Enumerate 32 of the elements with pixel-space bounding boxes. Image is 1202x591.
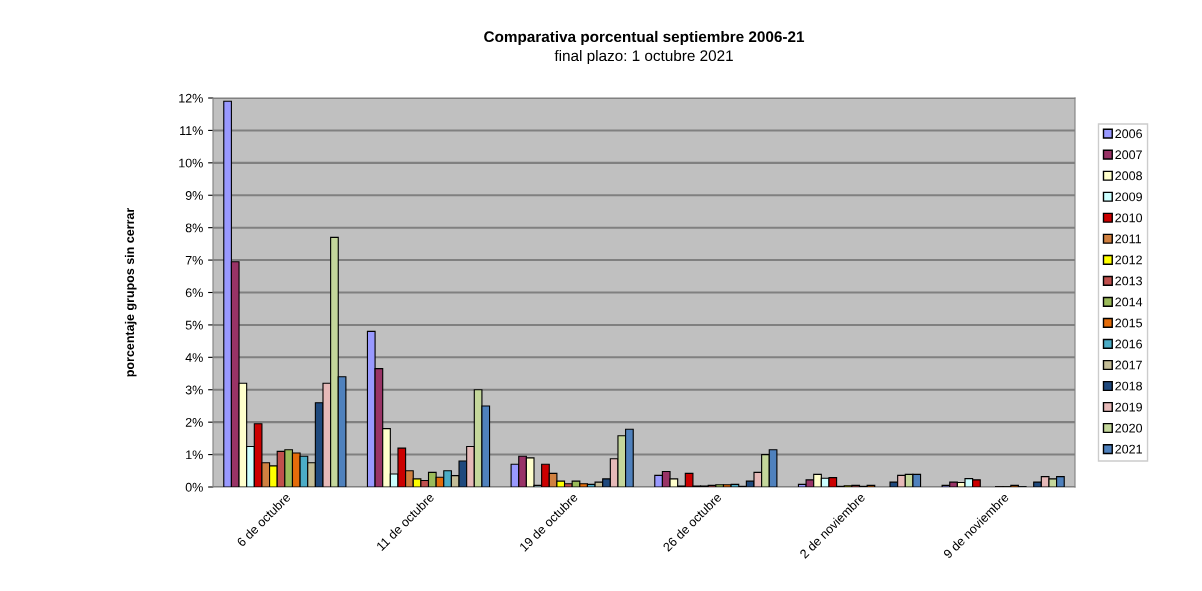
legend-label: 2009 (1115, 192, 1142, 202)
legend-label: 2018 (1115, 381, 1142, 391)
legend-label: 2021 (1115, 444, 1142, 454)
legend-label: 2017 (1115, 360, 1142, 370)
y-tick-label: 10% (179, 158, 203, 168)
legend-label: 2014 (1115, 297, 1143, 307)
y-tick-label: 6% (185, 288, 203, 298)
chart-title: Comparativa porcentual septiembre 2006-21 (484, 30, 805, 46)
legend-label: 2020 (1115, 423, 1143, 433)
y-tick-label: 5% (185, 320, 203, 330)
y-tick-label: 7% (185, 255, 203, 265)
legend-label: 2007 (1115, 150, 1142, 160)
legend-label: 2008 (1115, 171, 1142, 181)
legend-label: 2019 (1115, 402, 1142, 412)
y-tick-label: 2% (185, 417, 203, 427)
legend-label: 2010 (1115, 213, 1143, 223)
legend-label: 2012 (1115, 255, 1142, 265)
y-tick-label: 11% (180, 126, 203, 136)
legend-label: 2011 (1115, 234, 1142, 244)
y-tick-label: 9% (185, 191, 203, 200)
y-tick-label: 4% (185, 353, 203, 362)
y-tick-label: 8% (185, 223, 203, 233)
legend-label: 2015 (1115, 318, 1143, 328)
legend-label: 2016 (1115, 339, 1142, 349)
y-tick-label: 12% (179, 93, 203, 103)
y-tick-label: 1% (186, 450, 203, 460)
legend-label: 2006 (1115, 129, 1142, 139)
y-tick-label: 0% (185, 482, 203, 492)
legend-label: 2013 (1115, 276, 1142, 286)
chart-subtitle: final plazo: 1 octubre 2021 (554, 49, 733, 65)
y-tick-label: 3% (185, 385, 203, 395)
y-axis-title: porcentaje grupos sin cerrar (124, 207, 137, 377)
